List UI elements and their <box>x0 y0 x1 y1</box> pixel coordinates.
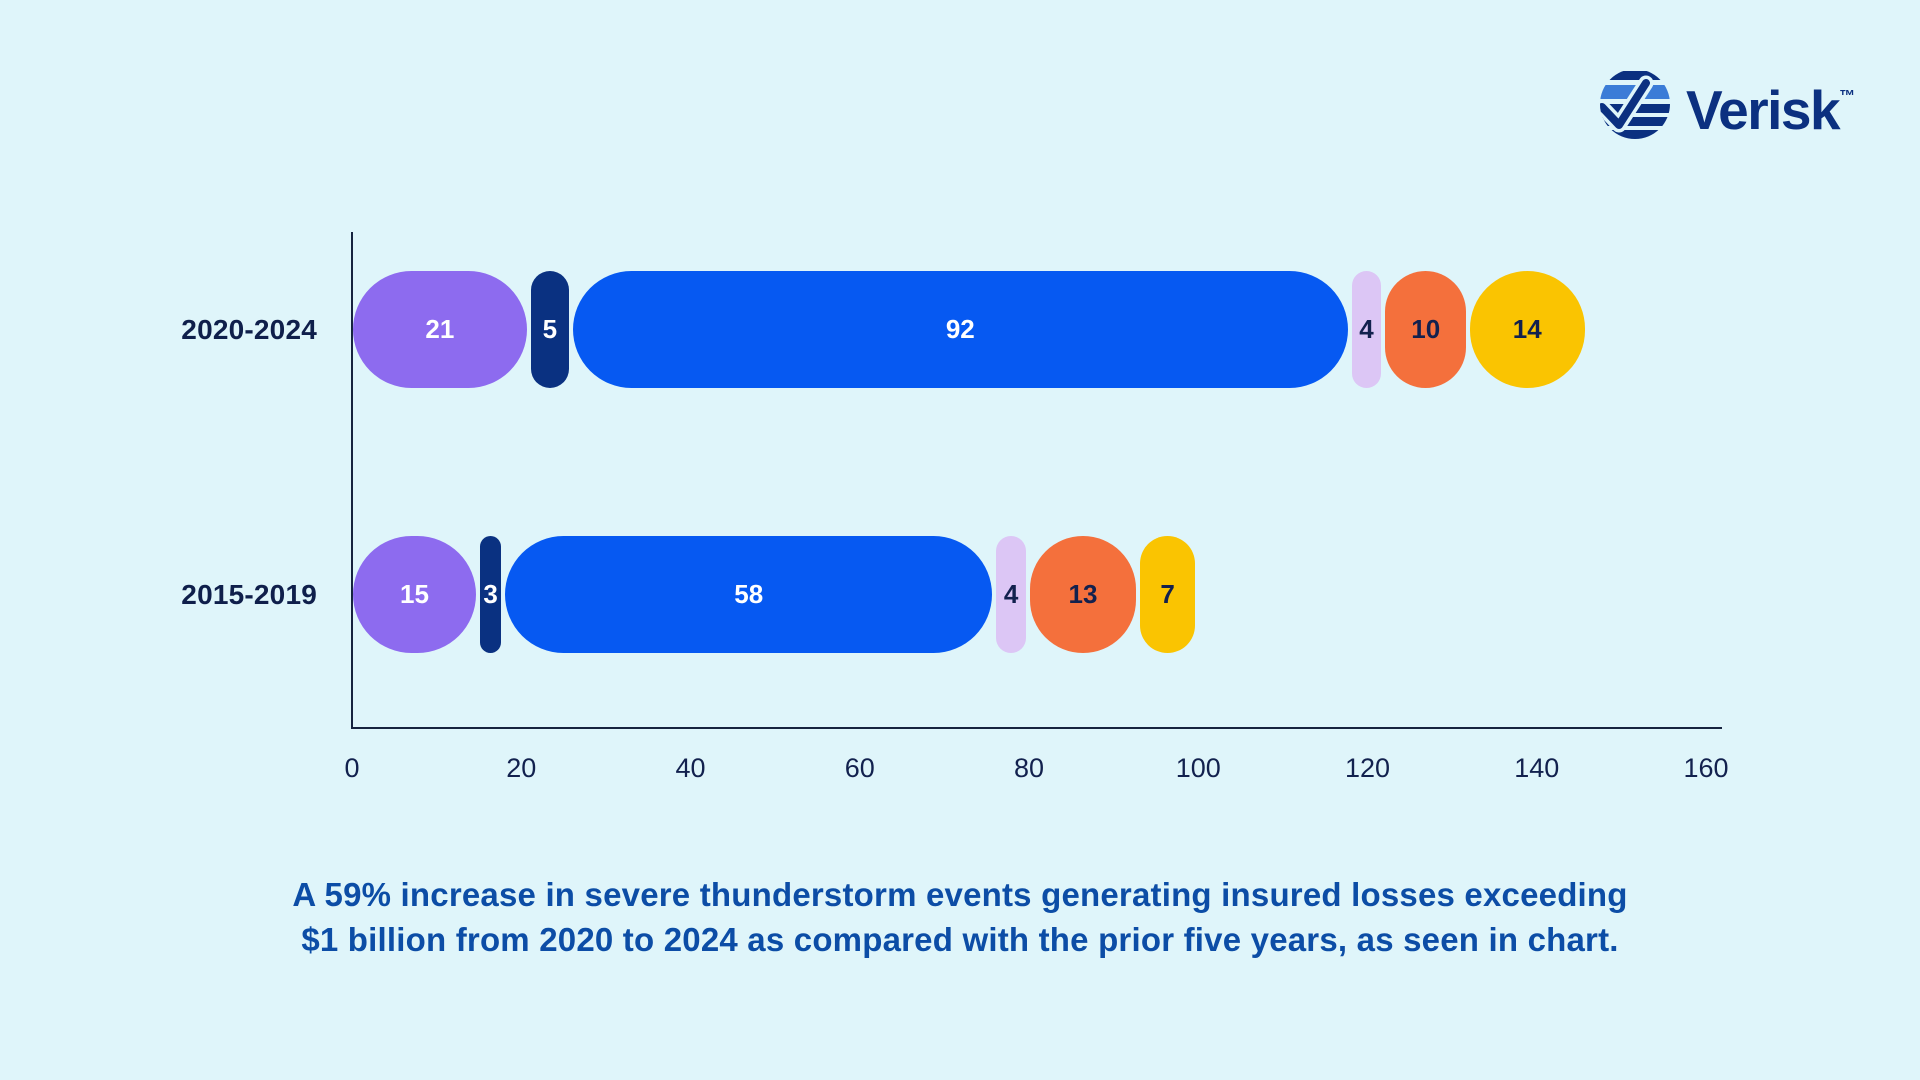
bar-segment-value: 4 <box>1359 314 1374 344</box>
x-axis-tick-label: 80 <box>1013 753 1045 783</box>
x-axis-line <box>351 727 1722 729</box>
bar-segment-purple-segment: 21 <box>353 271 527 388</box>
x-axis-tick-label: 0 <box>344 753 360 783</box>
bar-segment-value: 58 <box>734 579 764 609</box>
bar-segment-value: 92 <box>945 314 975 344</box>
bar-segment-lavender-segment: 4 <box>1351 271 1382 388</box>
x-axis-tick-label: 20 <box>506 753 537 783</box>
x-axis-tick-labels: 0 20 40 60 80 100 120 140 160 <box>344 751 1728 785</box>
bar-segment-lavender-segment: 4 <box>996 536 1026 653</box>
caption-line-1: A 59% increase in severe thunderstorm ev… <box>292 876 1628 913</box>
bar-segment-value: 21 <box>425 314 455 344</box>
x-axis-tick-label: 100 <box>1175 753 1221 783</box>
verisk-globe-icon <box>1600 70 1670 139</box>
x-axis-tick-label: 140 <box>1514 753 1560 783</box>
bar-segment-value: 3 <box>483 579 498 609</box>
category-label-2015-2019: 2015-2019 <box>181 578 317 610</box>
category-label-2020-2024: 2020-2024 <box>181 313 317 345</box>
caption-line-2: $1 billion from 2020 to 2024 as compared… <box>301 921 1619 958</box>
bar-segment-value: 5 <box>542 314 558 344</box>
bar-segment-orange-segment: 10 <box>1385 271 1467 388</box>
bar-segment-value: 10 <box>1411 314 1441 344</box>
x-axis-tick-label: 60 <box>844 753 875 783</box>
bar-segment-orange-segment: 13 <box>1029 536 1136 653</box>
bar-2015-2019: 15 3 58 4 13 7 <box>353 536 1196 653</box>
bar-segment-value: 7 <box>1160 579 1175 609</box>
bar-segment-value: 13 <box>1068 579 1098 609</box>
trademark-symbol: ™ <box>1839 88 1856 105</box>
bar-segment-yellow-segment: 7 <box>1139 536 1196 653</box>
verisk-wordmark-text: Verisk <box>1686 79 1841 141</box>
x-axis-tick-label: 160 <box>1683 753 1729 783</box>
bar-segment-value: 15 <box>400 579 429 609</box>
x-axis-tick-label: 120 <box>1344 753 1391 783</box>
bar-segment-dark-navy-segment: 3 <box>479 536 502 653</box>
verisk-logo: Verisk™ <box>1598 60 1855 147</box>
bar-segment-purple-segment: 15 <box>353 536 476 653</box>
y-axis-line <box>351 232 353 729</box>
chart-caption: A 59% increase in severe thunderstorm ev… <box>0 872 1920 962</box>
verisk-wordmark: Verisk™ <box>1686 60 1855 147</box>
x-axis-tick-label: 40 <box>675 753 706 783</box>
bar-segment-dark-navy-segment: 5 <box>530 271 570 388</box>
bar-segment-bright-blue-segment: 58 <box>505 536 993 653</box>
bar-segment-value: 14 <box>1512 314 1542 344</box>
bar-chart: 21 5 92 4 10 14 15 3 58 4 13 7 0 20 40 60 80 100 120 140 1… <box>344 232 1729 783</box>
bar-segment-yellow-segment: 14 <box>1470 271 1585 388</box>
bar-segment-value: 4 <box>1003 579 1019 609</box>
bar-segment-bright-blue-segment: 92 <box>573 271 1348 388</box>
bar-2020-2024: 21 5 92 4 10 14 <box>353 271 1585 388</box>
